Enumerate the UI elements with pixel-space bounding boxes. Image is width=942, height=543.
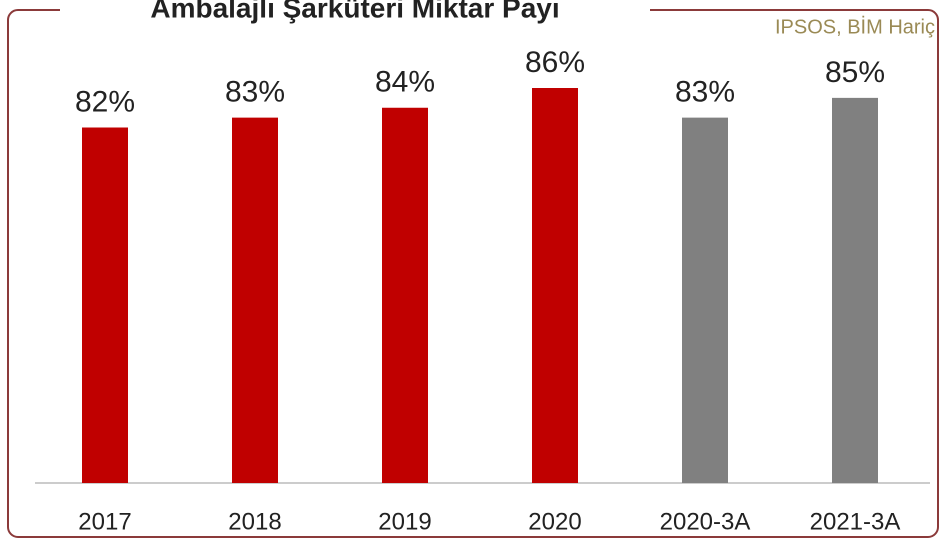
value-label: 86% xyxy=(525,46,585,79)
value-label: 82% xyxy=(75,85,135,118)
bar xyxy=(232,117,278,483)
frame xyxy=(7,9,939,538)
value-label: 85% xyxy=(825,56,885,89)
x-tick-label: 2019 xyxy=(378,508,431,535)
bar xyxy=(682,117,728,483)
bar xyxy=(832,97,878,483)
bar xyxy=(532,88,578,483)
x-tick-label: 2020-3A xyxy=(660,508,751,535)
value-label: 84% xyxy=(375,66,435,99)
x-tick-label: 2020 xyxy=(528,508,581,535)
bar xyxy=(82,127,128,483)
source-note: IPSOS, BİM Hariç xyxy=(775,15,935,38)
value-label: 83% xyxy=(225,76,285,109)
x-tick-label: 2017 xyxy=(78,508,131,535)
bar xyxy=(382,107,428,483)
x-tick-label: 2018 xyxy=(228,508,281,535)
x-tick-label: 2021-3A xyxy=(810,508,901,535)
value-label: 83% xyxy=(675,76,735,109)
title-gap xyxy=(60,0,650,22)
chart-title: Ambalajlı Şarküteri Miktar Payı xyxy=(150,0,559,23)
